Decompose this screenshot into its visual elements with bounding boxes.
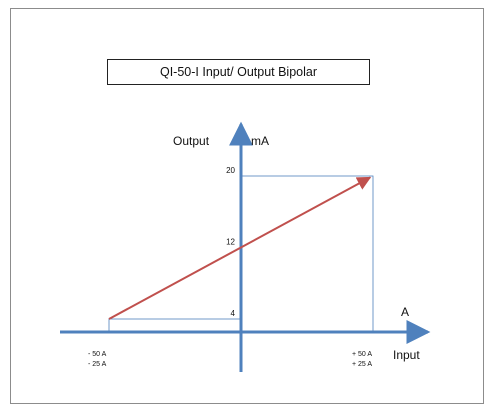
x-tick-label-left-top: - 50 A: [88, 351, 107, 358]
y-axis-label: Output: [173, 134, 210, 148]
x-tick-label-right-bottom: + 25 A: [352, 361, 372, 368]
guide-box-right: [240, 175, 374, 333]
series-line: [108, 176, 372, 320]
x-axis-unit: A: [401, 305, 409, 319]
guide-box-left: [108, 318, 242, 333]
chart-title: QI-50-I Input/ Output Bipolar: [107, 59, 370, 85]
x-tick-label-left-bottom: - 25 A: [88, 361, 107, 368]
y-tick-label: 4: [231, 309, 236, 318]
x-axis-label: Input: [393, 348, 420, 362]
y-tick-label: 20: [226, 166, 235, 175]
y-axis-unit: mA: [251, 134, 269, 148]
x-tick-label-right-top: + 50 A: [352, 351, 372, 358]
y-tick-label: 12: [226, 238, 235, 247]
